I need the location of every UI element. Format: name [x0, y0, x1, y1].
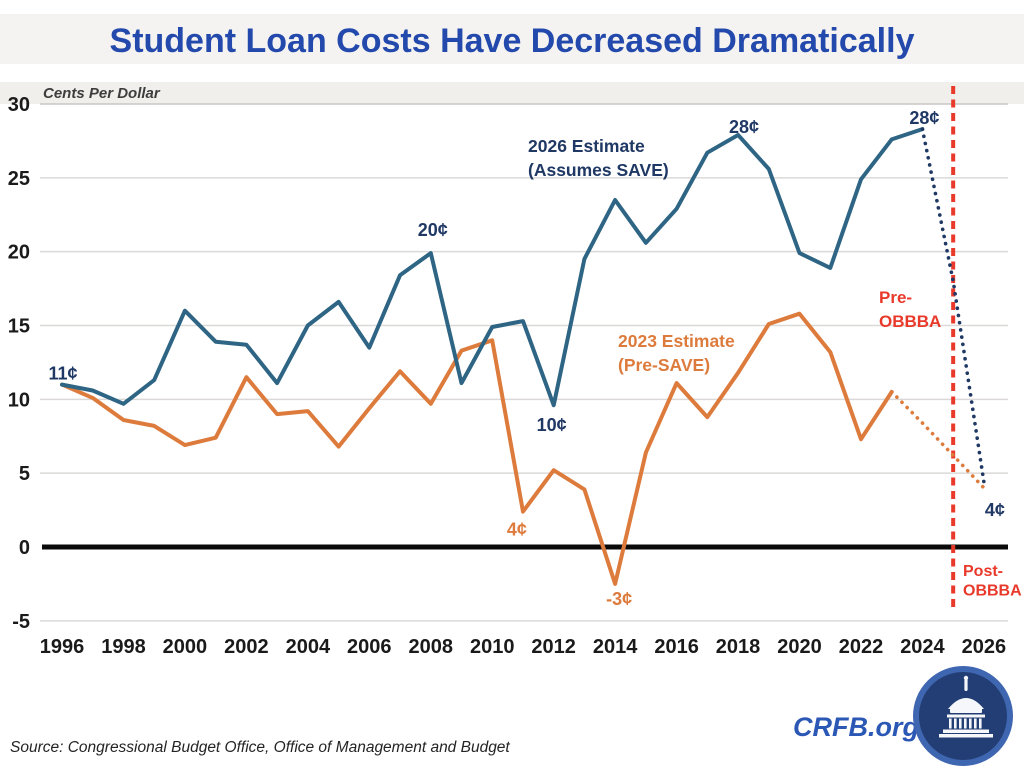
- pre-obbba-label: Pre-: [879, 288, 912, 307]
- y-tick-label: 15: [8, 315, 30, 337]
- crfb-logo: [913, 666, 1013, 766]
- orange-label-label: 2023 Estimate: [618, 331, 735, 351]
- annotation-label: 28¢: [729, 117, 759, 137]
- series-line-orange-projection: [889, 390, 986, 490]
- x-tick-label: 2018: [716, 636, 761, 658]
- y-tick-label: 10: [8, 389, 30, 411]
- annotation-label: 10¢: [537, 415, 567, 435]
- y-tick-label: -5: [12, 611, 30, 633]
- annotation-label: 4¢: [507, 520, 527, 540]
- page-title: Student Loan Costs Have Decreased Dramat…: [109, 22, 915, 60]
- annotation-label: 4¢: [985, 500, 1005, 520]
- x-tick-label: 2020: [777, 636, 822, 658]
- y-axis-unit-label: Cents Per Dollar: [43, 85, 160, 102]
- blue-label-label: 2026 Estimate: [528, 136, 645, 156]
- x-tick-label: 2006: [347, 636, 392, 658]
- x-tick-label: 2002: [224, 636, 269, 658]
- x-tick-label: 1998: [101, 636, 146, 658]
- y-tick-label: 20: [8, 242, 30, 264]
- y-tick-label: 5: [19, 463, 30, 485]
- orange-label-label: (Pre-SAVE): [618, 355, 710, 375]
- series-line-blue: [60, 127, 925, 408]
- x-tick-label: 2012: [531, 636, 576, 658]
- capitol-icon: [913, 666, 1013, 766]
- annotation-label: -3¢: [606, 589, 632, 609]
- annotation-label: 11¢: [48, 364, 77, 384]
- x-tick-label: 2010: [470, 636, 515, 658]
- x-tick-label: 1996: [40, 636, 85, 658]
- y-tick-label: 25: [8, 168, 30, 190]
- x-tick-label: 2014: [593, 636, 638, 658]
- title-background-band: [0, 14, 1024, 64]
- y-tick-label: 30: [8, 94, 30, 116]
- post-obbba-label: Post-: [963, 563, 1003, 580]
- y-tick-label: 0: [19, 537, 30, 559]
- x-tick-label: 2016: [654, 636, 699, 658]
- series-line-blue-projection: [920, 127, 986, 484]
- x-tick-label: 2022: [839, 636, 884, 658]
- x-tick-label: 2008: [409, 636, 454, 658]
- series-line-orange: [60, 311, 894, 586]
- pre-obbba-label: OBBBA: [879, 312, 941, 331]
- x-tick-label: 2024: [900, 636, 945, 658]
- x-tick-label: 2026: [962, 636, 1007, 658]
- blue-label-label: (Assumes SAVE): [528, 160, 669, 180]
- post-obbba-label: OBBBA: [963, 583, 1022, 600]
- header-strip: [0, 82, 1024, 104]
- source-note: Source: Congressional Budget Office, Off…: [10, 739, 510, 756]
- annotation-label: 28¢: [909, 108, 939, 128]
- x-tick-label: 2004: [286, 636, 331, 658]
- x-tick-label: 2000: [163, 636, 208, 658]
- annotation-label: 20¢: [418, 220, 448, 240]
- crfb-wordmark: CRFB.org: [793, 712, 919, 742]
